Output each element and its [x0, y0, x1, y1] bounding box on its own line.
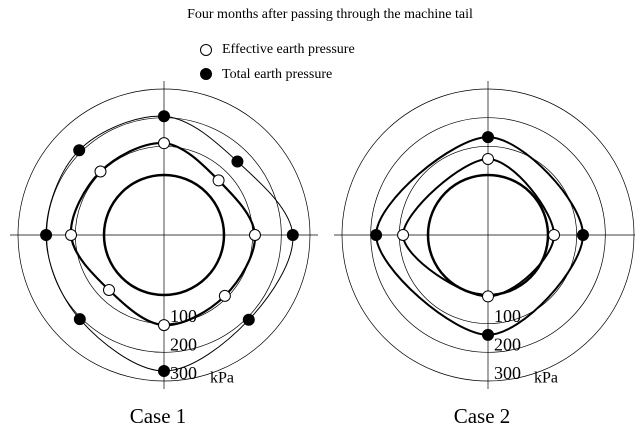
- ring: [341, 88, 635, 382]
- pressure-point: [158, 319, 170, 332]
- pressure-point: [94, 165, 107, 178]
- pressure-point: [242, 313, 255, 326]
- pressure-point: [73, 144, 86, 157]
- legend-label: Effective earth pressure: [222, 42, 355, 57]
- pressure-point: [158, 137, 170, 150]
- pressure-point: [40, 229, 53, 241]
- legend-label: Total earth pressure: [222, 67, 332, 82]
- legend-marker: [200, 44, 212, 56]
- chart-title: Case 2: [454, 404, 511, 428]
- pressure-point: [482, 328, 494, 341]
- pressure-point: [370, 229, 383, 241]
- r-tick-label: 100: [170, 306, 197, 326]
- pressure-point: [158, 364, 170, 377]
- r-unit: kPa: [210, 370, 234, 387]
- legend-marker: [200, 68, 212, 80]
- r-tick-label: 200: [494, 334, 521, 354]
- pressure-point: [212, 174, 225, 187]
- pressure-point: [231, 155, 244, 168]
- pressure-point: [65, 229, 78, 241]
- pressure-point: [576, 229, 589, 241]
- ring: [17, 88, 311, 382]
- pressure-point: [286, 229, 299, 241]
- pressure-point: [248, 229, 261, 241]
- r-unit: kPa: [534, 370, 558, 387]
- lining: [102, 173, 226, 297]
- r-tick-label: 300: [170, 363, 197, 383]
- pressure-point: [548, 229, 561, 241]
- pressure-point: [218, 289, 231, 302]
- r-tick-label: 300: [494, 363, 521, 383]
- chart-title: Case 1: [130, 404, 187, 428]
- pressure-point: [482, 152, 494, 165]
- pressure-point: [73, 313, 86, 326]
- pressure-point: [103, 283, 116, 296]
- pressure-point: [158, 110, 170, 123]
- r-tick-label: 100: [494, 306, 521, 326]
- pressure-point: [482, 131, 494, 144]
- r-tick-label: 200: [170, 334, 197, 354]
- figure-title: Four months after passing through the ma…: [187, 7, 473, 22]
- pressure-point: [482, 290, 494, 303]
- pressure-point: [397, 229, 410, 241]
